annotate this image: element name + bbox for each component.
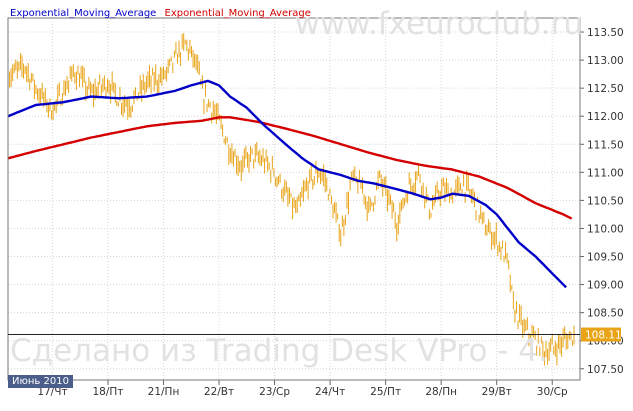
x-tick-label: 22/Вт — [204, 386, 234, 398]
y-tick-label: 107.50 — [587, 364, 624, 376]
y-tick-label: 113.00 — [587, 55, 624, 67]
y-tick-label: 112.00 — [587, 111, 624, 123]
x-tick-label: 29/Вт — [482, 386, 512, 398]
axes-layer: 107.50108.00108.50109.00109.50110.00110.… — [7, 17, 624, 398]
y-tick-label: 110.50 — [587, 195, 624, 207]
y-tick-label: 109.50 — [587, 252, 624, 264]
current-price-label: 108.11 — [585, 330, 622, 342]
x-tick-label: 21/Пн — [148, 386, 180, 398]
x-tick-label: 28/Пн — [425, 386, 457, 398]
series-layer — [7, 33, 575, 366]
y-tick-label: 109.00 — [587, 280, 624, 292]
x-tick-label: 24/Чт — [315, 386, 345, 398]
y-tick-label: 108.50 — [587, 308, 624, 320]
ema-fast-line — [7, 79, 567, 289]
ema-slow-line — [7, 116, 573, 220]
legend-entry-ema-fast: Exponential_Moving_Average — [10, 8, 157, 19]
watermark-site: www.fxeuroclub.ru — [294, 6, 583, 42]
x-tick-label: 25/Пт — [370, 386, 401, 398]
current-price-badge — [581, 327, 621, 342]
y-tick-label: 112.50 — [587, 83, 624, 95]
y-tick-label: 111.50 — [587, 139, 624, 151]
x-tick-label: 18/Пт — [93, 386, 124, 398]
legend: Exponential_Moving_Average Exponential_M… — [10, 8, 316, 19]
x-tick-label: 17/Чт — [37, 386, 67, 398]
plot-frame — [7, 17, 581, 381]
x-tick-label: 30/Ср — [537, 386, 568, 398]
watermark-bottom: Сделано из Trading Desk VPro - 4. — [10, 333, 548, 369]
y-tick-label: 110.00 — [587, 223, 624, 235]
y-tick-label: 111.00 — [587, 167, 624, 179]
legend-entry-ema-slow: Exponential_Moving_Average — [164, 8, 311, 19]
month-label: Июнь 2010 — [8, 375, 73, 388]
y-tick-label: 113.50 — [587, 27, 624, 39]
x-tick-label: 23/Ср — [259, 386, 290, 398]
